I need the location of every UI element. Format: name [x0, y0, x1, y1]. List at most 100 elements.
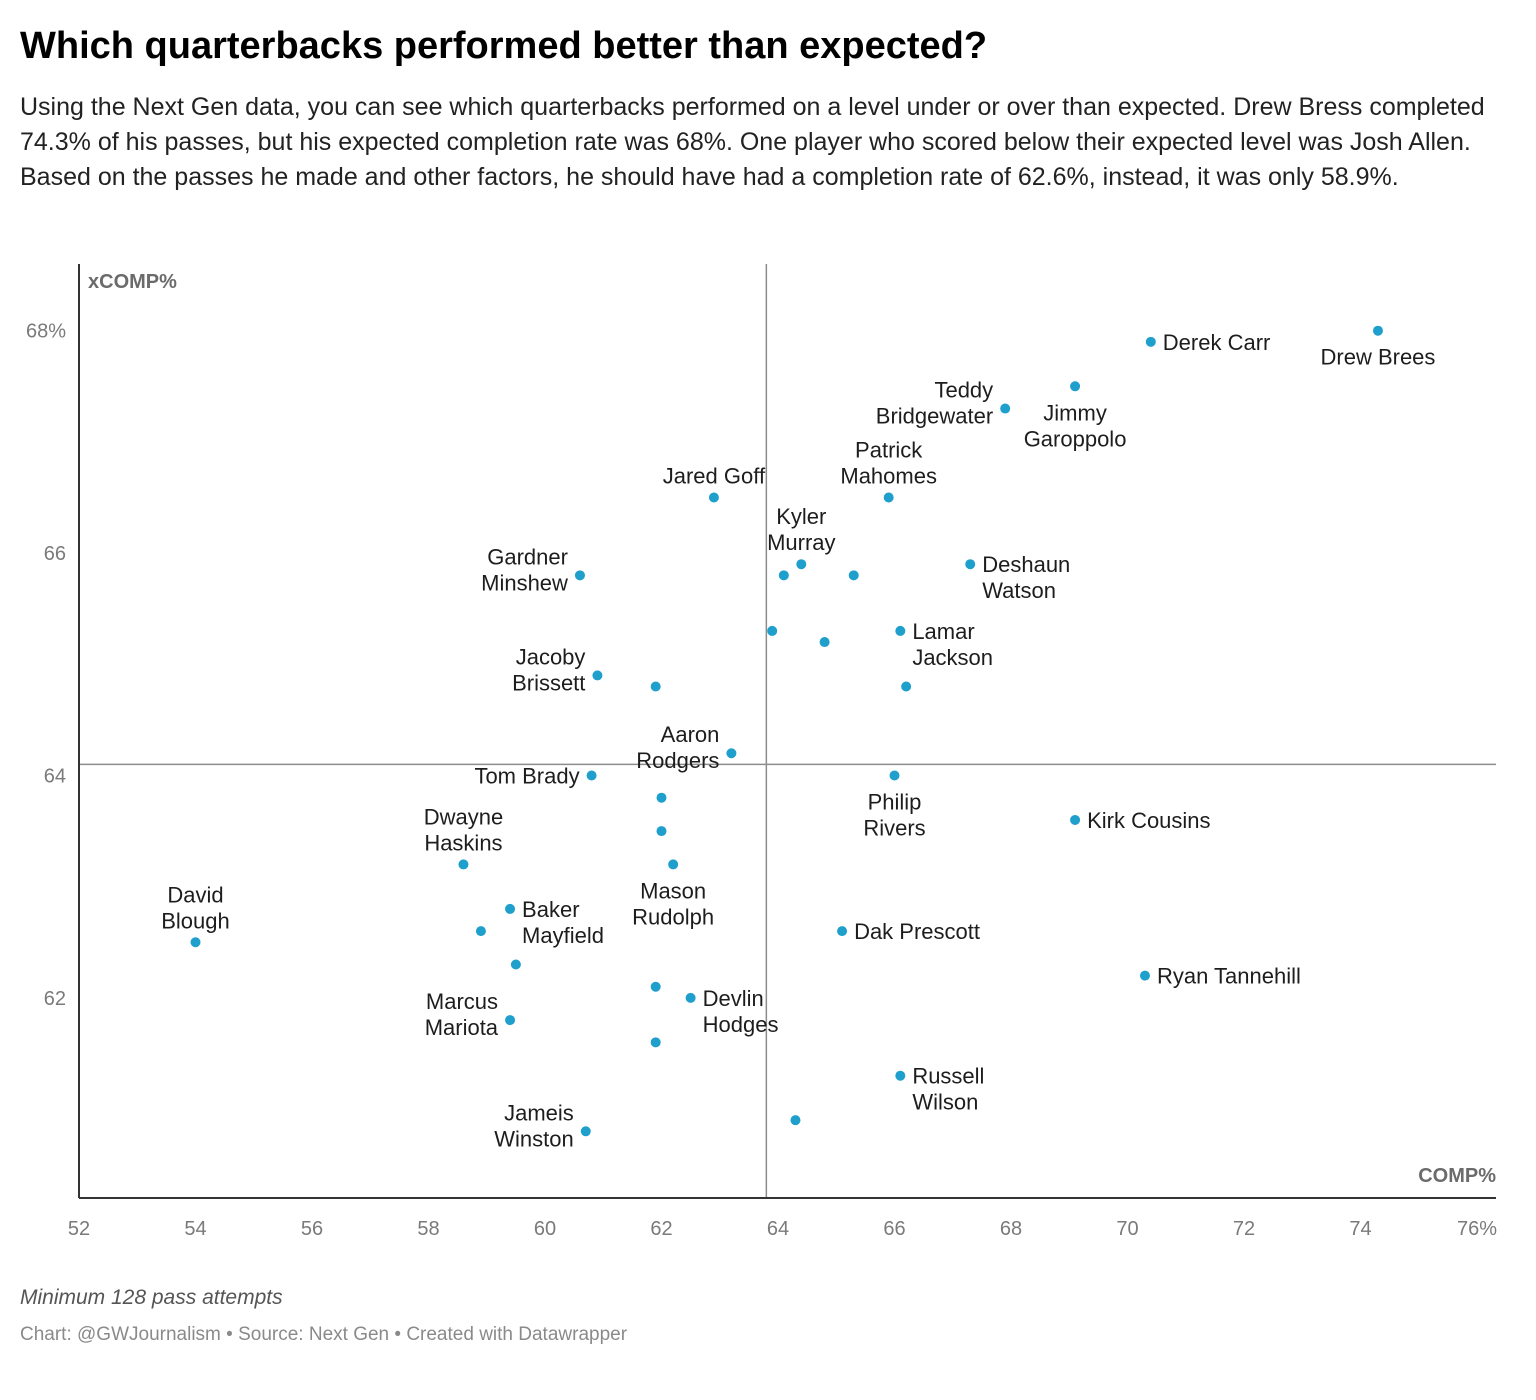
- point-label-line: Teddy: [934, 378, 993, 403]
- x-tick-label: 56: [301, 1218, 323, 1240]
- point-label-line: Murray: [767, 530, 835, 555]
- point-label: Patrick Mahomes: [840, 438, 937, 489]
- y-tick-label: 62: [44, 988, 66, 1010]
- y-axis-ticks: 62 64 66 68%: [26, 321, 66, 1010]
- point-label-line: Devlin: [703, 986, 764, 1011]
- reference-lines: [79, 264, 1496, 1198]
- point-label: Dak Prescott: [854, 919, 980, 944]
- point-label-line: Patrick: [855, 438, 923, 463]
- data-point: [778, 570, 789, 581]
- data-point: [837, 926, 848, 937]
- point-label-line: Derek Carr: [1163, 330, 1271, 355]
- y-tick-label: 68%: [26, 321, 66, 343]
- data-point: [510, 959, 521, 970]
- point-label: Tom Brady: [474, 763, 579, 788]
- point-label: Deshaun Watson: [982, 552, 1070, 603]
- data-point: [190, 937, 201, 948]
- point-label: Marcus Mariota: [425, 989, 499, 1040]
- data-point: [650, 1037, 661, 1048]
- data-point: [656, 826, 667, 837]
- data-point: [650, 981, 661, 992]
- point-label-line: Rodgers: [636, 748, 719, 773]
- point-label-line: Gardner: [487, 544, 568, 569]
- point-label: Kirk Cousins: [1087, 808, 1210, 833]
- point-label-line: Jameis: [504, 1100, 574, 1125]
- chart-byline: Chart: @GWJournalism • Source: Next Gen …: [20, 1324, 628, 1345]
- data-point: [592, 670, 603, 681]
- point-label: Russell Wilson: [912, 1064, 984, 1115]
- point-label-line: Brissett: [512, 670, 585, 695]
- data-point: [889, 770, 900, 781]
- point-label-line: Mahomes: [840, 464, 937, 489]
- point-label-line: Philip: [868, 789, 922, 814]
- point-label: Ryan Tannehill: [1157, 964, 1301, 989]
- data-point: [790, 1115, 801, 1126]
- x-tick-label: 72: [1233, 1218, 1255, 1240]
- point-label-line: Wilson: [912, 1090, 978, 1115]
- point-label: Jameis Winston: [494, 1100, 573, 1151]
- point-label: Dwayne Haskins: [424, 804, 503, 855]
- data-point: [1070, 814, 1081, 825]
- point-label: Aaron Rodgers: [636, 722, 719, 773]
- point-label-line: Jimmy: [1043, 400, 1107, 425]
- point-label-line: Blough: [161, 908, 230, 933]
- data-point: [650, 681, 661, 692]
- data-point: [965, 559, 976, 570]
- point-label-line: Aaron: [661, 722, 720, 747]
- x-tick-label: 52: [68, 1218, 90, 1240]
- point-label-line: Lamar: [912, 619, 974, 644]
- point-label: Teddy Bridgewater: [876, 378, 993, 429]
- data-point: [656, 792, 667, 803]
- data-point: [767, 625, 778, 636]
- point-label-line: Baker: [522, 897, 579, 922]
- point-label-line: Rivers: [863, 815, 925, 840]
- point-label-line: Dak Prescott: [854, 919, 980, 944]
- point-label-line: Garoppolo: [1024, 426, 1127, 451]
- point-label-line: Deshaun: [982, 552, 1070, 577]
- point-label: Jacoby Brissett: [512, 644, 585, 695]
- point-label-line: David: [167, 882, 223, 907]
- point-label-line: Marcus: [426, 989, 498, 1014]
- axes: [78, 264, 1496, 1199]
- point-label: Jared Goff: [663, 464, 766, 489]
- point-label-line: Kyler: [776, 504, 826, 529]
- point-label-line: Kirk Cousins: [1087, 808, 1210, 833]
- x-tick-label: 70: [1116, 1218, 1138, 1240]
- data-point: [668, 859, 679, 870]
- data-point: [848, 570, 859, 581]
- scatter-plot: 52 54 56 58 60 62 64 66 68 70 72 74 76% 62 64 66 68% Dr…: [26, 264, 1497, 1240]
- y-axis-title: xCOMP%: [88, 271, 177, 293]
- data-point: [883, 492, 894, 503]
- point-label-line: Tom Brady: [474, 763, 579, 788]
- point-label: Mason Rudolph: [632, 878, 714, 929]
- point-label-line: Dwayne: [424, 804, 503, 829]
- data-point: [895, 1070, 906, 1081]
- data-point: [1372, 325, 1383, 336]
- point-label: Gardner Minshew: [481, 544, 568, 595]
- point-label-line: Jacoby: [516, 644, 586, 669]
- point-label: Baker Mayfield: [522, 897, 604, 948]
- data-point: [1000, 403, 1011, 414]
- point-label-line: Mason: [640, 878, 706, 903]
- point-label-line: Jackson: [912, 645, 993, 670]
- point-label: Lamar Jackson: [912, 619, 993, 670]
- data-point: [586, 770, 597, 781]
- x-axis-title: COMP%: [1418, 1165, 1496, 1187]
- point-label-line: Mariota: [425, 1015, 499, 1040]
- point-label-line: Winston: [494, 1126, 573, 1151]
- data-point: [819, 637, 830, 648]
- point-label-line: Minshew: [481, 570, 568, 595]
- x-tick-label: 76%: [1457, 1218, 1497, 1240]
- point-label: Kyler Murray: [767, 504, 835, 555]
- x-tick-label: 58: [417, 1218, 439, 1240]
- data-point: [685, 992, 696, 1003]
- y-tick-label: 66: [44, 543, 66, 565]
- point-label-line: Haskins: [424, 830, 502, 855]
- data-point: [580, 1126, 591, 1137]
- point-label-line: Hodges: [703, 1012, 779, 1037]
- data-points: [190, 325, 1383, 1137]
- x-tick-label: 68: [1000, 1218, 1022, 1240]
- point-label-line: Mayfield: [522, 923, 604, 948]
- data-point: [796, 559, 807, 570]
- data-point: [901, 681, 912, 692]
